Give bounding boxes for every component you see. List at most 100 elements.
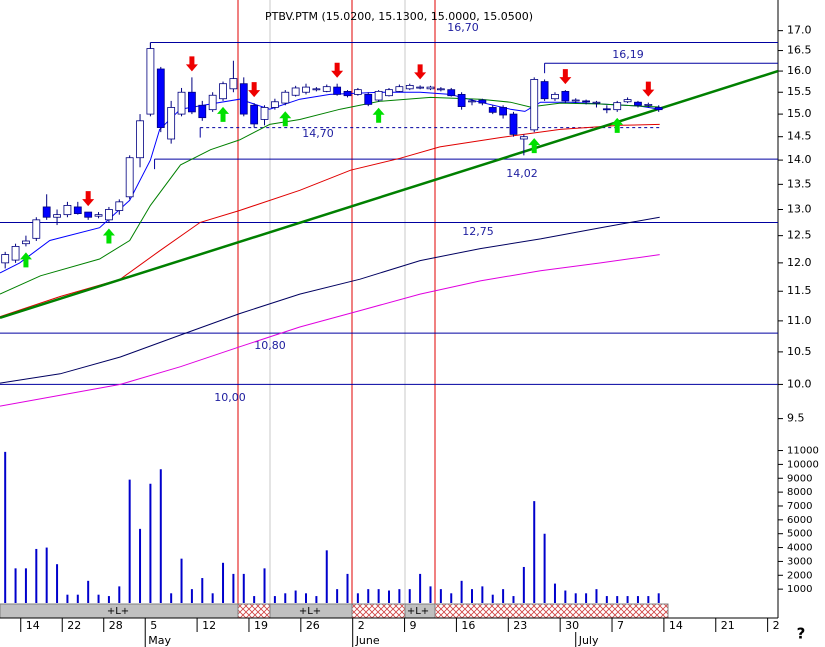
candle-body <box>530 79 539 131</box>
candle-body <box>634 101 642 106</box>
candle-body <box>73 206 82 215</box>
x-tick-label: 19 <box>254 619 268 632</box>
candle-body <box>125 157 134 198</box>
y-tick-label: 7000 <box>787 501 812 512</box>
candle-body <box>322 86 331 92</box>
sell-arrow <box>414 64 427 80</box>
y-tick-label: 14.0 <box>787 153 812 166</box>
y-tick-label: 15.0 <box>787 107 812 120</box>
level-label: 10,00 <box>214 391 246 404</box>
level-label: 14,02 <box>506 167 538 180</box>
y-tick-label: 13.0 <box>787 203 812 216</box>
sell-arrow <box>642 81 655 97</box>
level-label: 12,75 <box>462 225 494 238</box>
y-tick-label: 4000 <box>787 543 812 554</box>
candle-body <box>136 120 144 159</box>
candle-body <box>260 107 269 120</box>
band-label: +L+ <box>299 606 321 617</box>
candle-body <box>551 93 559 100</box>
candle-body <box>613 102 622 111</box>
y-tick-label: 8000 <box>787 487 812 498</box>
sell-arrow <box>82 191 95 207</box>
y-tick-label: 11.5 <box>787 284 812 297</box>
candle-body <box>385 89 393 97</box>
y-tick-label: 1000 <box>787 584 812 595</box>
help-icon[interactable]: ? <box>797 625 806 643</box>
y-tick-label: 17.0 <box>787 24 812 37</box>
buy-arrow <box>372 107 385 123</box>
y-tick-label: 11.0 <box>787 314 812 327</box>
candle-body <box>105 209 113 221</box>
band-label: +L+ <box>407 606 429 617</box>
candle-body <box>94 214 103 217</box>
candle-body <box>623 99 632 103</box>
x-tick-label: 22 <box>67 619 81 632</box>
candle-body <box>167 107 176 140</box>
x-tick-label: 16 <box>461 619 475 632</box>
moving-average <box>0 96 660 295</box>
band-label: +L+ <box>107 606 129 617</box>
moving-average <box>0 123 660 318</box>
candle-body <box>63 205 72 216</box>
candle-body <box>457 93 466 107</box>
x-tick-label: 7 <box>617 619 624 632</box>
candle-body <box>364 93 373 105</box>
x-tick-label: 14 <box>669 619 683 632</box>
level-label: 16,19 <box>612 48 644 61</box>
x-tick-label: 21 <box>721 619 735 632</box>
candle-body <box>32 219 41 239</box>
candle-body <box>302 86 310 93</box>
candle-body <box>654 107 663 111</box>
candle-body <box>540 81 549 100</box>
sell-arrow <box>185 56 198 72</box>
candle-body <box>602 108 611 111</box>
band-segment <box>434 603 669 619</box>
candle-body <box>416 86 425 89</box>
x-tick-label: 23 <box>513 619 527 632</box>
level-label: 14,70 <box>302 127 334 140</box>
candle-body <box>426 86 435 90</box>
buy-arrow <box>217 106 230 122</box>
candle-body <box>1 254 10 264</box>
candle-body <box>219 83 227 100</box>
candle-body <box>239 83 248 115</box>
candle-body <box>447 89 456 97</box>
candle-body <box>11 246 20 261</box>
chart-title: PTBV.PTM (15.0200, 15.1300, 15.0000, 15.… <box>265 10 533 23</box>
candle-body <box>488 107 497 113</box>
y-tick-label: 2000 <box>787 570 812 581</box>
y-tick-label: 13.5 <box>787 177 812 190</box>
candle-body <box>644 103 653 106</box>
y-tick-label: 10.0 <box>787 377 812 390</box>
event-lines <box>237 0 436 604</box>
buy-arrow <box>19 252 32 268</box>
candle-body <box>53 214 61 218</box>
moving-average <box>0 216 660 384</box>
candle-body <box>270 101 279 108</box>
y-tick-label: 6000 <box>787 515 812 526</box>
candle-body <box>333 86 342 95</box>
x-tick-label: 26 <box>306 619 320 632</box>
candle-body <box>374 90 383 101</box>
candle-body <box>208 94 217 111</box>
x-tick-label: 2 <box>773 619 780 632</box>
candle-body <box>509 113 518 135</box>
band-segment <box>351 603 406 619</box>
x-tick-label: 5 <box>150 619 157 632</box>
candle-body <box>312 88 321 91</box>
candle-body <box>436 88 445 91</box>
candle-body <box>281 91 290 104</box>
candle-body <box>582 100 590 103</box>
buy-arrow <box>611 117 624 133</box>
month-label: June <box>355 634 380 647</box>
y-tick-label: 3000 <box>787 556 812 567</box>
x-tick-label: 14 <box>26 619 40 632</box>
candle-body <box>478 99 487 104</box>
trend-line <box>0 69 779 320</box>
candle-body <box>561 90 570 102</box>
candle-body <box>499 107 508 116</box>
buy-arrow <box>279 111 292 127</box>
candle-body <box>156 68 165 128</box>
candle-body <box>177 91 186 115</box>
y-tick-label: 12.0 <box>787 256 812 269</box>
